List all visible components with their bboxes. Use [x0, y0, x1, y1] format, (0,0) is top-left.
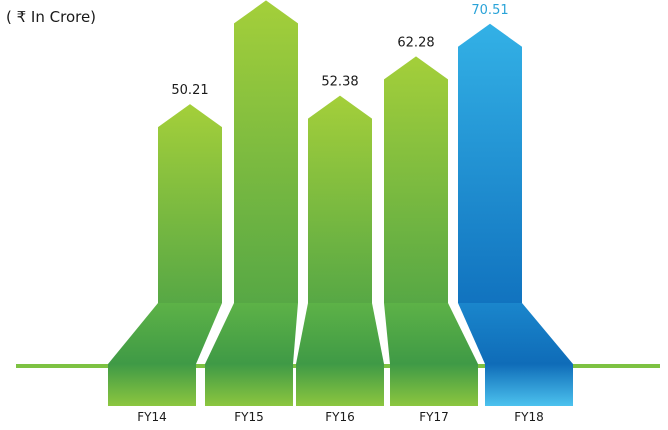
bar-base-FY14	[108, 303, 222, 364]
bar-FY17	[384, 56, 448, 303]
bar-base-FY18	[458, 303, 573, 364]
value-label-FY18: 70.51	[471, 3, 508, 18]
bar-foot-FY17	[390, 364, 478, 406]
category-label-FY17: FY17	[419, 410, 449, 424]
bar-foot-FY16	[296, 364, 384, 406]
category-label-FY15: FY15	[234, 410, 264, 424]
bar-FY16	[308, 95, 372, 304]
category-label-FY14: FY14	[137, 410, 167, 424]
bar-FY15	[234, 0, 298, 303]
bar-foot-FY18	[485, 364, 573, 406]
bar-base-FY17	[384, 303, 478, 364]
bar-base-FY16	[296, 303, 384, 364]
unit-label: ( ₹ In Crore)	[6, 8, 97, 26]
bar-base-FY15	[205, 303, 298, 364]
value-label-FY16: 52.38	[321, 75, 358, 90]
bar-FY18	[458, 23, 522, 304]
bar-foot-FY15	[205, 364, 293, 406]
category-label-FY16: FY16	[325, 410, 355, 424]
category-label-FY18: FY18	[514, 410, 544, 424]
bars: 50.21FY1476.41FY1552.38FY1662.28FY1770.5…	[108, 0, 573, 424]
value-label-FY17: 62.28	[397, 35, 434, 50]
bar-FY14	[158, 104, 222, 304]
bar-foot-FY14	[108, 364, 196, 406]
value-label-FY14: 50.21	[171, 83, 208, 98]
